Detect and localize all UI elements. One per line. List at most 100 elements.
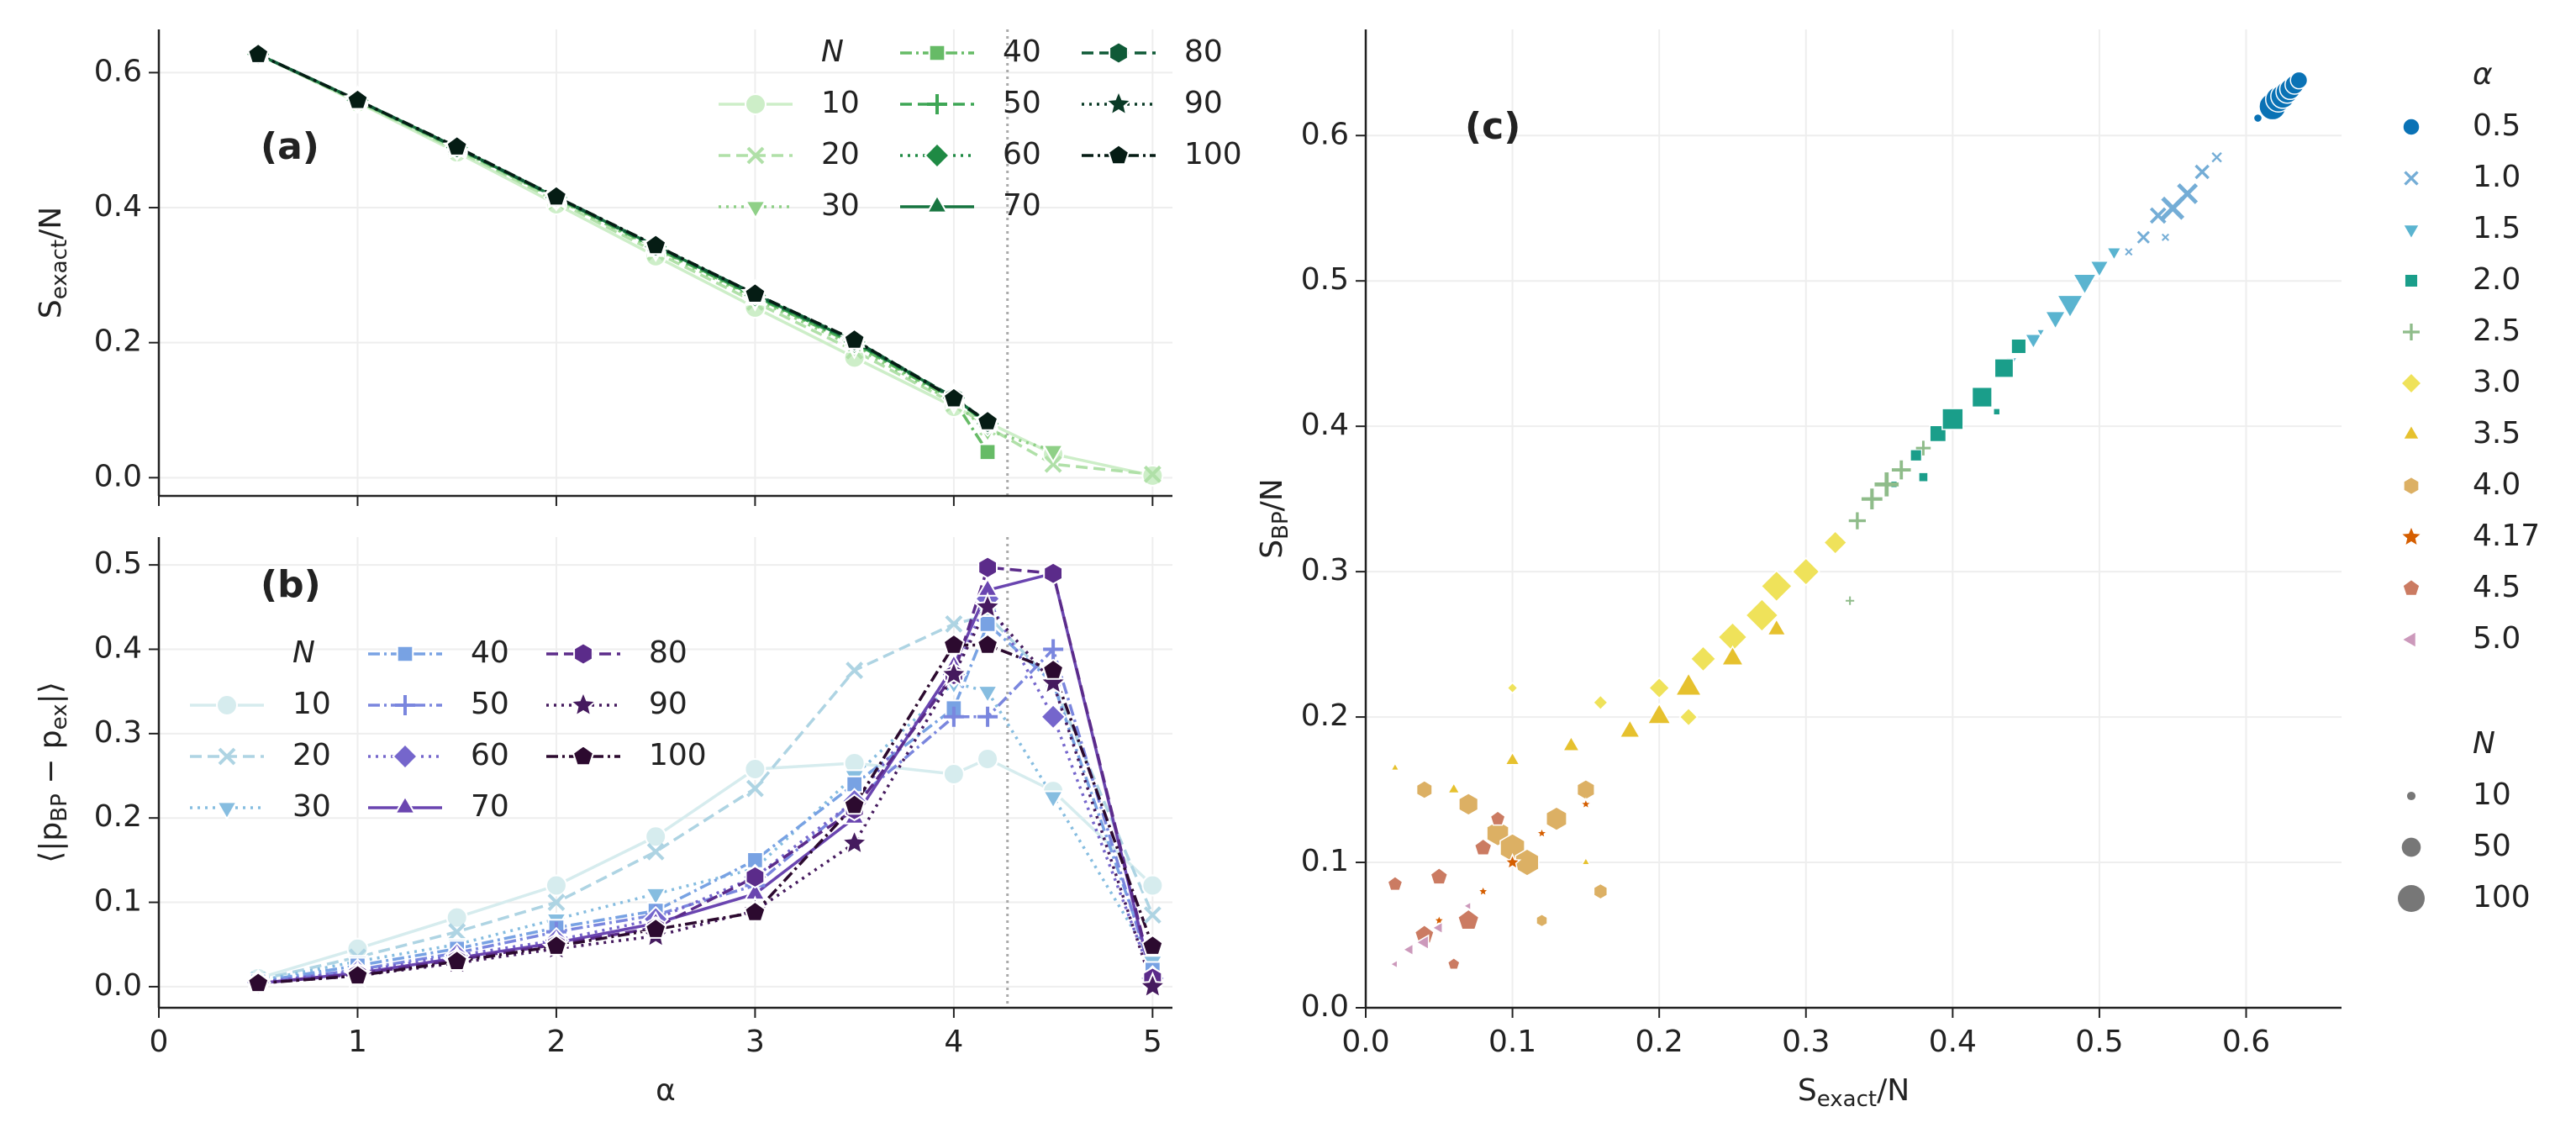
legend-label: 3.0 <box>2473 365 2521 399</box>
scatter-point <box>1535 825 1549 840</box>
data-point <box>978 615 997 633</box>
scatter-point <box>2089 260 2110 278</box>
scatter-point <box>1745 598 1779 633</box>
legend-marker <box>924 142 951 169</box>
scatter-point <box>1941 408 1964 430</box>
scatter-point <box>1823 530 1848 556</box>
y-axis-label: SBP/N <box>1255 478 1293 558</box>
legend-marker <box>2403 476 2420 496</box>
legend-size-marker <box>2401 837 2421 857</box>
scatter-point <box>1647 677 1671 699</box>
y-tick-label: 0.4 <box>94 630 142 665</box>
scatter-point <box>2211 151 2222 163</box>
data-point <box>943 706 964 727</box>
scatter-point <box>2035 329 2047 338</box>
legend-label: 50 <box>471 687 509 721</box>
legend-marker <box>392 743 419 770</box>
legend-marker <box>2399 524 2424 548</box>
scatter-point <box>1915 440 1931 456</box>
y-tick-label: 0.2 <box>94 324 142 359</box>
data-point <box>744 900 766 922</box>
data-point <box>1141 874 1164 897</box>
scatter-point <box>1760 570 1794 603</box>
scatter-point <box>1910 449 1923 462</box>
data-point <box>976 409 999 431</box>
x-tick-label: 0.3 <box>1782 1025 1830 1059</box>
x-tick-label: 0.2 <box>1636 1025 1683 1059</box>
scatter-point <box>1994 358 2015 378</box>
scatter-point <box>1446 782 1461 794</box>
legend-label: 4.5 <box>2473 570 2521 604</box>
data-point <box>976 633 999 655</box>
x-tick-label: 0.5 <box>2075 1025 2123 1059</box>
data-point <box>346 88 369 110</box>
data-point <box>977 706 998 727</box>
scatter-point <box>1619 719 1641 738</box>
x-tick-label: 5 <box>1143 1025 1162 1059</box>
data-point <box>942 387 966 408</box>
legend-marker <box>2404 273 2419 288</box>
legend-label: 100 <box>1184 137 1242 171</box>
data-point <box>1040 703 1067 730</box>
scatter-point <box>1476 884 1490 898</box>
x-tick-label: 0.6 <box>2222 1025 2270 1059</box>
scatter-point <box>1861 488 1883 510</box>
legend-marker <box>2402 118 2421 136</box>
scatter-point <box>1678 707 1699 727</box>
x-axis-label: Sexact/N <box>1798 1073 1910 1112</box>
legend-label: 50 <box>1003 86 1041 120</box>
label-part: − p <box>34 730 68 793</box>
data-point <box>1141 934 1164 956</box>
legend-marker <box>2400 630 2417 649</box>
legend-marker <box>395 695 415 715</box>
legend-label: 90 <box>649 687 687 721</box>
data-point <box>645 234 667 256</box>
legend-label: 60 <box>471 738 509 772</box>
scatter-point <box>1457 909 1480 930</box>
label-part: BP <box>1268 511 1293 540</box>
legend-label: 2.5 <box>2473 314 2521 348</box>
scatter-point <box>2010 338 2027 355</box>
data-point <box>745 779 764 798</box>
x-tick-label: 1 <box>348 1025 367 1059</box>
legend-label: 90 <box>1184 86 1223 120</box>
legend-title: N <box>2473 726 2495 761</box>
data-point <box>977 556 998 579</box>
legend-marker <box>393 794 417 814</box>
data-point <box>978 443 997 461</box>
series-line <box>257 681 1154 983</box>
x-tick-label: 0.0 <box>1341 1025 1389 1059</box>
panel-label: (c) <box>1465 105 1520 148</box>
data-point <box>977 747 999 770</box>
legend-marker <box>927 94 947 114</box>
data-point <box>972 592 1003 620</box>
series-line <box>258 572 1155 985</box>
scatter-point <box>1580 856 1592 866</box>
data-point <box>1044 455 1062 473</box>
scatter-point <box>1430 867 1449 885</box>
scatter-point <box>1515 848 1540 877</box>
y-tick-label: 0.5 <box>94 546 142 581</box>
scatter-point <box>1891 460 1911 480</box>
scatter-point <box>2056 294 2084 319</box>
legend-title: N <box>821 34 844 69</box>
y-axis-label: Sexact/N <box>34 207 72 319</box>
scatter-point <box>2125 248 2133 256</box>
legend-marker <box>2402 424 2421 440</box>
panel-label: (a) <box>261 125 319 168</box>
scatter-point <box>1791 557 1820 587</box>
legend-label: 10 <box>2473 777 2511 812</box>
data-point <box>645 917 667 939</box>
legend-label: 4.17 <box>2473 519 2540 553</box>
legend-label: 100 <box>649 738 707 772</box>
legend-label: 1.0 <box>2473 160 2521 194</box>
legend-label: 2.0 <box>2473 262 2521 297</box>
x-tick-label: 4 <box>944 1025 963 1059</box>
scatter-point <box>1462 900 1472 912</box>
data-point <box>547 893 566 911</box>
label-part: S <box>1255 540 1289 559</box>
scatter-point <box>1387 875 1404 892</box>
legend-marker <box>2400 372 2423 395</box>
y-tick-label: 0.4 <box>1301 408 1349 442</box>
